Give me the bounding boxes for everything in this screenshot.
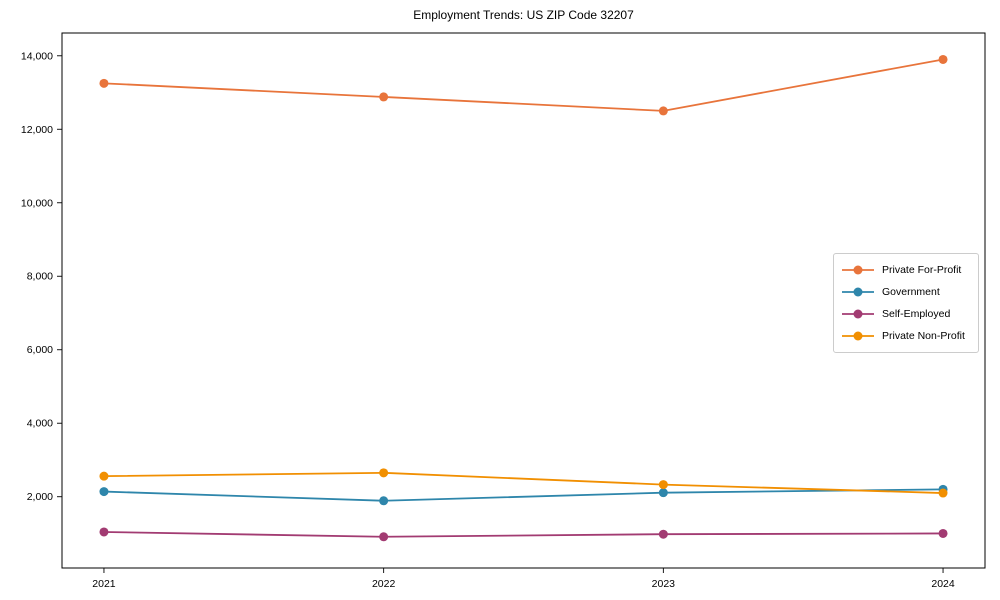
y-tick-label: 4,000 [27,418,53,430]
y-tick-label: 8,000 [27,271,53,283]
y-tick-label: 12,000 [21,124,53,136]
data-point [379,496,389,506]
x-tick-label: 2024 [931,578,955,590]
legend-label: Government [882,286,940,298]
y-tick-label: 2,000 [27,491,53,503]
x-tick-label: 2022 [372,578,396,590]
legend-label: Self-Employed [882,308,951,320]
data-point [99,527,109,537]
legend-item: Self-Employed [842,303,972,325]
series-line-government [103,488,944,502]
y-tick-label: 10,000 [21,197,53,209]
legend-item: Private For-Profit [842,259,972,281]
data-point [658,106,668,116]
legend-label: Private For-Profit [882,264,962,276]
series-line-private-non-profit [103,471,944,494]
legend-marker-icon [842,265,874,275]
data-point [379,532,389,542]
chart-title: Employment Trends: US ZIP Code 32207 [413,8,634,22]
y-tick-label: 6,000 [27,344,53,356]
data-point [938,488,948,498]
data-point [938,528,948,538]
data-point [658,488,668,498]
series-line-self-employed [103,531,944,538]
data-point [379,468,389,478]
y-tick-label: 14,000 [21,50,53,62]
data-point [379,92,389,102]
data-point [99,471,109,481]
legend-marker-icon [842,309,874,319]
legend-label: Private Non-Profit [882,330,965,342]
data-point [938,54,948,64]
data-point [658,529,668,539]
x-tick-label: 2023 [652,578,676,590]
data-point [658,480,668,490]
series-line-private-for-profit [103,58,944,112]
legend-marker-icon [842,287,874,297]
legend-item: Government [842,281,972,303]
legend: Private For-Profit Government Self-Employe… [833,253,979,353]
axes-frame [61,32,986,569]
data-point [99,78,109,88]
legend-marker-icon [842,331,874,341]
x-tick-label: 2021 [92,578,116,590]
data-point [99,487,109,497]
legend-item: Private Non-Profit [842,325,972,347]
